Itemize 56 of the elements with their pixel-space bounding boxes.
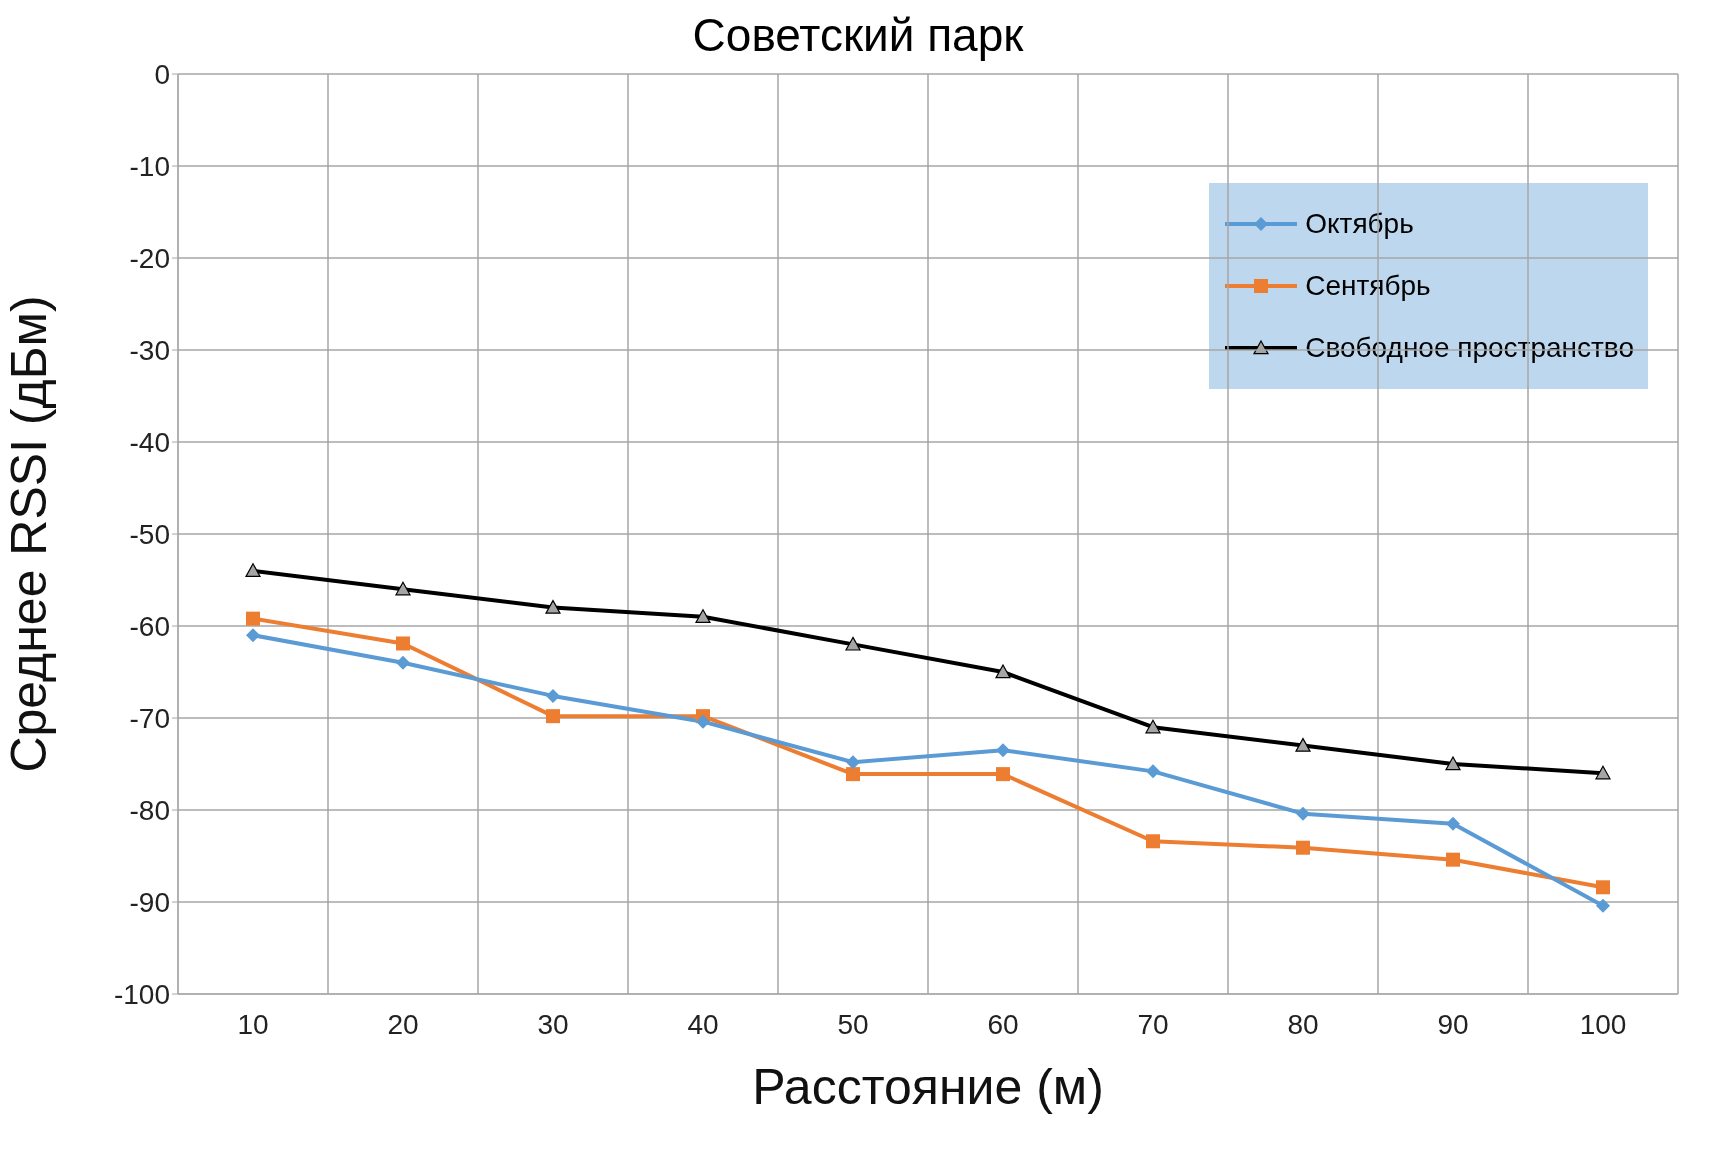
y-tick-label: -10 <box>129 150 170 182</box>
point <box>696 714 710 729</box>
x-tick-label: 60 <box>987 1008 1019 1040</box>
point <box>546 709 560 724</box>
y-tick-label: -90 <box>129 886 170 918</box>
point <box>996 743 1010 758</box>
x-tick-label: 40 <box>687 1008 719 1040</box>
y-tick-label: -70 <box>129 702 170 734</box>
point <box>1446 816 1460 831</box>
point <box>1295 738 1311 752</box>
y-tick-label: -60 <box>129 610 170 642</box>
legend-label: Свободное пространство <box>1305 332 1634 364</box>
y-tick-label: -30 <box>129 334 170 366</box>
x-tick-label: 20 <box>387 1008 419 1040</box>
point <box>1445 756 1461 771</box>
x-tick-label: 50 <box>837 1008 869 1040</box>
point <box>695 609 711 623</box>
point <box>846 755 860 770</box>
point <box>1296 840 1310 855</box>
point <box>1596 898 1610 913</box>
point <box>545 600 561 614</box>
x-tick-label: 90 <box>1437 1008 1469 1040</box>
point <box>1595 765 1611 780</box>
point <box>1446 852 1460 867</box>
point <box>846 767 860 782</box>
point <box>246 611 260 626</box>
x-tick-label: 80 <box>1287 1008 1319 1040</box>
x-tick-label: 70 <box>1137 1008 1169 1040</box>
point <box>396 636 410 651</box>
point <box>245 563 261 577</box>
chart-title: Советский парк <box>692 9 1024 61</box>
point <box>1596 880 1610 895</box>
x-axis-title: Расстояние (м) <box>752 1059 1104 1115</box>
point <box>1146 764 1160 779</box>
point <box>996 767 1010 782</box>
point <box>395 581 411 596</box>
legend-label: Сентябрь <box>1305 270 1431 302</box>
y-tick-label: -40 <box>129 426 170 458</box>
y-tick-label: 0 <box>154 58 170 90</box>
y-axis-title: Среднее RSSI (дБм) <box>0 295 57 773</box>
y-tick-label: -20 <box>129 242 170 274</box>
x-tick-label: 100 <box>1579 1008 1627 1040</box>
legend-label: Октябрь <box>1305 208 1414 240</box>
point <box>995 664 1011 679</box>
point <box>1146 834 1160 849</box>
y-tick-label: -50 <box>129 518 170 550</box>
y-tick-label: -100 <box>113 978 170 1010</box>
point <box>1296 806 1310 821</box>
x-tick-label: 10 <box>237 1008 269 1040</box>
point <box>396 655 410 670</box>
y-tick-label: -80 <box>129 794 170 826</box>
point <box>845 636 861 651</box>
point <box>546 688 560 703</box>
point <box>1145 719 1161 734</box>
point <box>246 628 260 643</box>
x-tick-label: 30 <box>537 1008 569 1040</box>
